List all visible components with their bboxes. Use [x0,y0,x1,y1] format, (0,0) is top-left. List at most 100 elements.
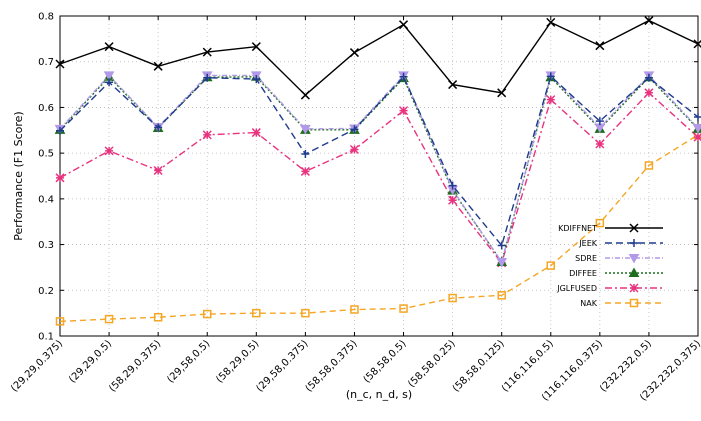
legend-label: NAK [580,299,597,308]
data-point [595,41,605,51]
series-line [59,134,699,323]
data-point [104,314,114,324]
x-tick-label: (232,232,0.5) [598,338,654,394]
data-point [349,48,359,58]
data-point [251,42,261,52]
legend-item-kdiffnet: KDIFFNET [558,223,663,233]
legend-item-diffee: DIFFEE [569,267,663,278]
data-point [448,293,457,303]
y-tick-label: 0.8 [38,12,54,23]
data-point [448,195,458,205]
data-point [56,126,64,135]
data-point [104,146,114,156]
data-point [644,161,654,170]
x-tick-label: (116,116,0.5) [500,338,556,394]
y-tick-label: 0.5 [38,149,54,160]
series-line [59,74,699,264]
data-point [350,305,359,314]
data-point [448,181,457,190]
data-point [399,72,408,81]
data-point [497,241,506,250]
data-point [202,47,212,57]
data-point [546,261,556,270]
x-tick-label: (58,58,0.375) [304,338,360,394]
x-tick-label: (29,29,0.375) [9,338,65,394]
y-tick-label: 0.2 [38,286,54,297]
data-point [104,42,114,52]
data-point [644,73,653,82]
series-line [59,75,699,247]
legend-marker [629,298,639,308]
x-axis-label: (n_c, n_d, s) [346,388,412,401]
data-point [301,150,310,159]
data-point [595,218,605,228]
data-point [300,90,310,100]
data-point [399,20,409,30]
data-point [350,125,359,134]
data-point [497,88,507,98]
y-tick-label: 0.4 [38,194,54,205]
data-point [595,117,604,126]
legend-item-nak: NAK [580,298,663,308]
series-line [59,91,699,265]
legend-label: SDRE [575,254,597,263]
x-tick-label: (58,29,0.375) [107,338,163,394]
data-point [448,80,458,90]
data-point [202,130,212,140]
y-tick-label: 0.3 [38,240,54,251]
data-point [399,106,409,116]
data-point [203,73,212,82]
legend-marker [628,254,640,264]
data-point [546,72,555,81]
data-point [300,124,311,135]
legend-marker [628,267,640,277]
data-point [692,124,701,134]
x-tick-label: (58,29,0.5) [214,338,261,385]
data-point [693,132,701,142]
series-nak [55,130,701,326]
data-point [153,165,163,176]
legend-marker [629,223,639,233]
y-tick-label: 0.1 [38,332,54,343]
legend-item-jglfused: JGLFUSED [556,283,663,293]
data-point [55,59,65,69]
data-point [300,166,310,176]
data-point [252,75,261,84]
x-tick-label: (58,58,0.125) [451,338,507,394]
data-point [153,313,163,322]
y-axis-label: Performance (F1 Score) [12,111,25,240]
data-point [546,95,556,105]
data-point [154,123,163,132]
data-point [497,291,506,300]
series-jglfused [55,88,701,268]
series-diffee [54,71,701,266]
data-point [153,61,163,71]
legend: KDIFFNET JEEK SDRE DIFFEE JGLFUSED NAK [556,223,663,308]
data-point [55,173,65,183]
axis-ticks: 0.1 0.2 0.3 0.4 0.5 0.6 0.7 0.8 (29,29,0.375) (29… [9,12,701,404]
data-point [399,304,408,313]
x-tick-label: (58,58,0.5) [362,338,409,385]
data-point [496,257,508,268]
series-jeek [56,72,701,250]
data-point [251,128,261,138]
legend-label: KDIFFNET [558,224,597,233]
series-kdiffnet [55,16,701,100]
series-lines [54,16,701,326]
data-point [546,17,556,27]
y-tick-label: 0.7 [38,57,54,68]
data-point [103,71,115,81]
data-point [644,16,654,26]
data-point [644,88,654,98]
legend-marker [630,239,638,247]
y-tick-label: 0.6 [38,103,54,114]
legend-label: JEEK [578,239,597,248]
series-sdre [54,71,701,268]
x-tick-label: (29,29,0.5) [67,338,114,385]
x-tick-label: (58,58,0.25) [406,338,458,390]
grid [60,16,698,336]
legend-marker [629,283,639,293]
data-point [252,308,261,318]
data-point [595,139,605,149]
